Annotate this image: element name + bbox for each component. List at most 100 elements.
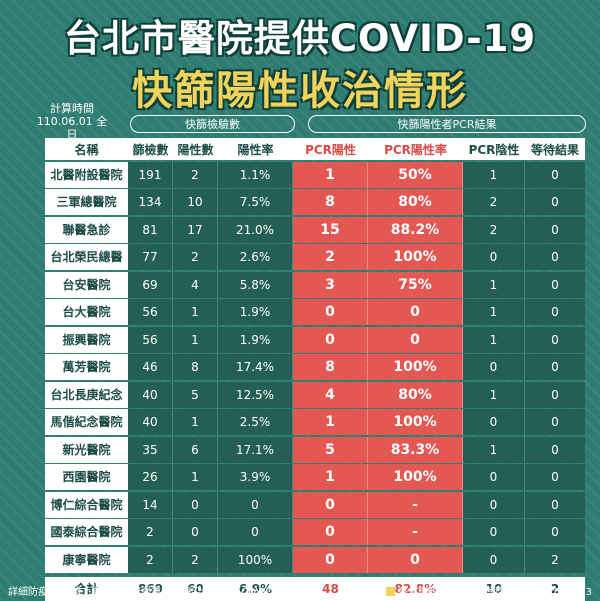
cell-positive-rate: 12.5%	[218, 381, 293, 408]
cell-pcr-positive-rate: 0	[368, 546, 463, 573]
group-header-rapid-test: 快篩檢驗數	[130, 115, 295, 133]
cell-pending: 2	[551, 552, 559, 567]
table-row: 博仁綜合醫院 14 0 0 0-0 0	[45, 491, 585, 518]
table-row: 振興醫院 56 1 1.9% 0 0 1 0	[45, 326, 585, 353]
cell-screened: 40	[128, 409, 173, 435]
calc-time-value: 110.06.01 全日	[36, 115, 108, 141]
table-row: 台安醫院 69 4 5.8% 3 75% 1 0	[45, 271, 585, 298]
cell-pcr-negative: 0	[463, 354, 525, 380]
cell-pcr-positive: 1	[293, 464, 368, 490]
cell-positive-rate: 3.9%	[218, 464, 293, 490]
cell-positive-rate: 1.9%	[218, 299, 293, 325]
cell-name: 西園醫院	[45, 464, 128, 490]
cell-screened: 46	[128, 354, 173, 380]
cell-pending: 0	[551, 222, 559, 237]
cell-name: 聯醫急診	[45, 216, 128, 243]
total-pcr-positive-rate: 82.8%	[394, 581, 437, 596]
cell-pending: 0	[551, 305, 559, 319]
cell-name: 台大醫院	[45, 299, 128, 325]
cell-pcr-positive: 15	[293, 216, 368, 243]
table-row: 馬偕紀念醫院 40 1 2.5% 1 100% 0 0	[45, 409, 585, 435]
cell-pending: 0	[551, 525, 559, 539]
cell-positive: 1	[173, 409, 218, 435]
cell-pending: 0	[551, 250, 559, 264]
cell-pcr-positive: 4	[293, 381, 368, 408]
cell-pcr-positive: 2	[293, 244, 368, 270]
cell-pcr-positive: 0	[293, 546, 368, 573]
cell-pending: 0	[551, 167, 559, 182]
cell-name: 振興醫院	[45, 326, 128, 353]
cell-screened: 56	[128, 299, 173, 325]
cell-positive: 0	[173, 519, 218, 545]
cell-pcr-negative: 0	[463, 409, 525, 435]
cell-screened: 35	[128, 436, 173, 463]
total-positive: 60	[187, 581, 204, 596]
cell-pcr-negative: 0	[463, 464, 525, 490]
table-header-row: 名稱 篩檢數 陽性數 陽性率 PCR陽性 PCR陽性率 PCR陰性 等待結果	[45, 138, 585, 160]
table-row: 西園醫院 26 1 3.9% 1 100% 0 0	[45, 464, 585, 490]
cell-screened: 26	[128, 464, 173, 490]
cell-pending: 0	[551, 277, 559, 292]
cell-pcr-positive-rate: 50%	[368, 161, 463, 188]
page-subtitle: 快篩陽性收治情形	[132, 68, 468, 114]
cell-pcr-positive-rate: 80%	[368, 189, 463, 215]
page-title: 台北市醫院提供COVID-19	[63, 17, 537, 60]
cell-pcr-negative: 1	[463, 299, 525, 325]
cell-pending: 0	[551, 470, 559, 484]
total-pcr-positive: 48	[322, 581, 339, 596]
cell-pcr-negative: 1	[463, 271, 525, 298]
cell-pcr-negative: 0	[463, 519, 525, 545]
footer-info: 詳細防疫資訊 請上臺北市政府嚴重特殊傳染性肺炎（COVID-19）專區	[8, 587, 320, 598]
cell-positive: 2	[173, 546, 218, 573]
header-positive: 陽性數	[177, 142, 214, 157]
cell-screened: 2	[128, 546, 173, 573]
cell-positive: 17	[173, 216, 218, 243]
table-row: 萬芳醫院 46 8 17.4% 8 100% 0 0	[45, 354, 585, 380]
table-total-row: 合計 869 60 6.9% 48 82.8% 10 2	[45, 576, 585, 601]
cell-positive: 0	[173, 491, 218, 518]
cell-pcr-positive: 1	[293, 161, 368, 188]
cell-pcr-negative: 0	[463, 491, 525, 518]
footer-credit-text: 臺北市政府媒體事務組製作提供 110.06.03	[397, 587, 592, 598]
cell-screened: 14	[128, 491, 173, 518]
cell-pending: 0	[551, 195, 559, 209]
cell-pcr-positive-rate: 100%	[368, 409, 463, 435]
cell-pending: 0	[551, 442, 559, 457]
cell-pcr-positive: 8	[293, 189, 368, 215]
cell-pcr-positive: 3	[293, 271, 368, 298]
cell-positive: 1	[173, 326, 218, 353]
cell-screened: 191	[128, 161, 173, 188]
total-label: 合計	[74, 582, 99, 596]
total-pcr-negative: 10	[485, 581, 503, 596]
cell-positive-rate: 2.6%	[218, 244, 293, 270]
cell-positive-rate: 1.9%	[218, 326, 293, 353]
table-body: 北醫附設醫院 191 2 1.1% 1 50% 1 0 三軍總醫院 134 10 7.5% 8 80% 2 0…	[45, 161, 585, 573]
cell-name: 台北長庚紀念醫院	[45, 381, 128, 428]
cell-screened: 56	[128, 326, 173, 353]
cell-screened: 77	[128, 244, 173, 270]
table-row: 三軍總醫院 134 10 7.5% 8 80% 2 0	[45, 189, 585, 215]
cell-pending: 0	[551, 360, 559, 374]
cell-positive: 1	[173, 299, 218, 325]
cell-screened: 81	[128, 216, 173, 243]
cell-name: 萬芳醫院	[45, 354, 128, 380]
cell-pcr-positive: 0	[293, 491, 368, 518]
total-positive-rate: 6.9%	[238, 581, 273, 596]
header-pcr-positive: PCR陽性	[305, 142, 356, 157]
cell-pcr-negative: 1	[463, 326, 525, 353]
cell-name: 台北榮民總醫院	[45, 244, 128, 290]
cell-pending: 0	[551, 415, 559, 429]
cell-pcr-positive: 0	[293, 326, 368, 353]
cell-pcr-positive: 8	[293, 354, 368, 380]
total-screened: 869	[137, 581, 164, 596]
cell-pcr-positive-rate: -	[368, 491, 463, 518]
cell-positive: 10	[173, 189, 218, 215]
cell-positive-rate: 17.4%	[218, 354, 293, 380]
cell-name: 馬偕紀念醫院	[45, 409, 128, 435]
header-pending: 等待結果	[530, 142, 579, 157]
cell-positive: 5	[173, 381, 218, 408]
footer-credit: 臺北市政府媒體事務組製作提供 110.06.03	[385, 583, 592, 598]
cell-pcr-positive: 0	[293, 299, 368, 325]
calc-time: 計算時間 110.06.01 全日	[32, 102, 112, 141]
